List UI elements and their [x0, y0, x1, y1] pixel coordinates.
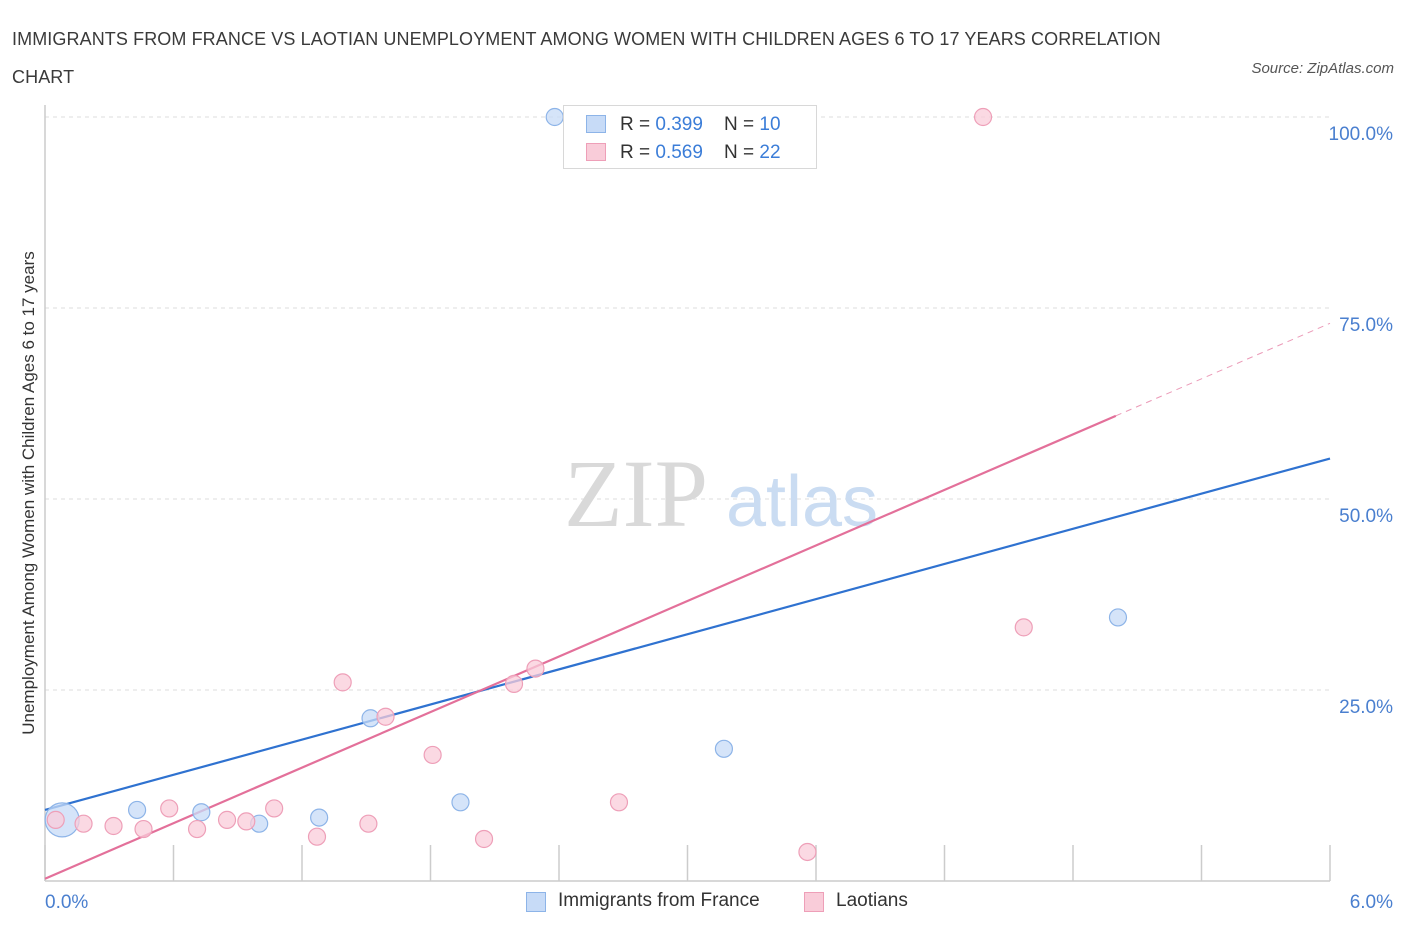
point-laotians	[973, 107, 993, 127]
watermark-atlas: atlas	[726, 462, 878, 542]
axes	[44, 105, 1331, 882]
correlation-legend: R = 0.399 N = 10 R = 0.569 N = 22	[563, 105, 817, 169]
point-laotians	[1014, 618, 1033, 637]
point-laotians	[526, 659, 545, 678]
point-france	[714, 739, 734, 758]
r-value: 0.569	[655, 142, 703, 163]
point-france	[545, 107, 564, 127]
source-credit: Source: ZipAtlas.com	[1251, 60, 1394, 77]
point-laotians	[474, 829, 494, 849]
trend-lines	[44, 322, 1331, 880]
r-label: R =	[620, 142, 656, 163]
point-laotians	[134, 819, 153, 839]
point-laotians	[265, 799, 284, 818]
watermark-zip: ZIP	[564, 440, 708, 547]
y-tick-label-75: 75.0%	[1339, 315, 1393, 336]
point-laotians	[104, 816, 123, 836]
legend-label-laotians: Laotians	[836, 890, 908, 911]
legend-stats-laotians: R = 0.569 N = 22	[620, 142, 781, 164]
data-points	[44, 107, 1128, 862]
point-laotians	[798, 842, 817, 862]
x-tick-label-min: 0.0%	[45, 892, 88, 913]
point-laotians	[504, 674, 524, 693]
point-laotians	[423, 745, 442, 765]
trend-line-1	[44, 414, 1117, 880]
r-label: R =	[620, 114, 656, 135]
trend-line-extension-1	[1115, 322, 1331, 417]
point-france	[451, 793, 470, 812]
point-france	[310, 808, 329, 827]
y-tick-label-50: 50.0%	[1339, 506, 1393, 527]
n-label: N =	[724, 114, 760, 135]
y-tick-label-25: 25.0%	[1339, 697, 1393, 718]
r-value: 0.399	[655, 114, 703, 135]
x-tick-label-max: 6.0%	[1350, 892, 1393, 913]
point-laotians	[237, 812, 256, 831]
legend-swatch-france	[586, 115, 606, 133]
point-laotians	[333, 673, 352, 692]
legend-swatch-laotians	[586, 143, 606, 161]
point-laotians	[307, 827, 327, 846]
point-laotians	[46, 810, 65, 829]
n-label: N =	[724, 142, 760, 163]
point-laotians	[609, 793, 629, 812]
legend-swatch-france	[526, 892, 546, 912]
chart-title: IMMIGRANTS FROM FRANCE VS LAOTIAN UNEMPL…	[12, 29, 1161, 87]
n-value: 10	[759, 114, 781, 135]
point-laotians	[187, 819, 207, 839]
tick-labels: 25.0% 50.0% 75.0% 100.0% 0.0% 6.0%	[45, 124, 1393, 913]
point-laotians	[359, 814, 378, 833]
legend-stats-france: R = 0.399 N = 10	[620, 114, 781, 136]
point-laotians	[74, 814, 93, 833]
point-france	[192, 803, 211, 822]
legend-swatch-laotians	[804, 892, 824, 912]
grid-lines	[45, 116, 1330, 691]
point-laotians	[376, 707, 395, 726]
n-value: 22	[759, 142, 781, 163]
point-france	[1108, 608, 1128, 627]
y-tick-label-100: 100.0%	[1329, 124, 1394, 145]
trend-line-0	[44, 457, 1331, 812]
point-laotians	[160, 799, 179, 818]
point-laotians	[217, 810, 237, 829]
point-france	[361, 709, 380, 728]
legend-label-france: Immigrants from France	[558, 890, 760, 911]
point-france	[127, 800, 147, 820]
